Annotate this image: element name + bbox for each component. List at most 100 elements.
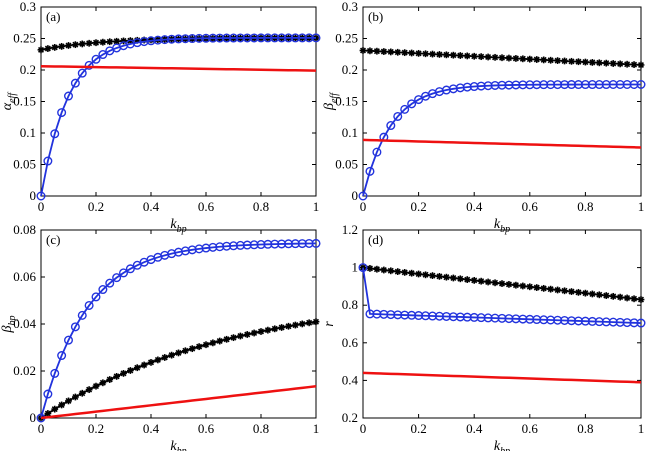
data-point-blue [167, 34, 177, 44]
data-point-blue [91, 54, 101, 64]
data-point-blue [201, 33, 211, 43]
data-point-black [264, 326, 272, 334]
y-tick-label: 0.25 [335, 31, 358, 46]
data-point-blue [235, 33, 245, 43]
data-point-black [305, 319, 313, 327]
data-point-blue [636, 318, 646, 328]
data-point-black [99, 38, 107, 46]
data-point-black [366, 47, 374, 55]
x-tick-label: 0.8 [577, 421, 593, 436]
data-point-black [195, 343, 203, 351]
data-point-black [65, 397, 72, 405]
data-point-blue [304, 33, 314, 43]
data-point-blue [400, 104, 410, 114]
data-point-blue [84, 300, 94, 310]
data-point-black [65, 42, 72, 49]
x-tick-label: 0.8 [253, 199, 269, 214]
series-black [37, 318, 320, 422]
x-tick-label: 0.6 [522, 421, 539, 436]
data-point-blue [277, 239, 287, 249]
data-point-black [147, 359, 155, 366]
series-line-red [40, 385, 317, 420]
panel-label: (c) [46, 232, 60, 247]
data-point-blue [358, 191, 368, 201]
data-point-black [366, 264, 374, 272]
data-point-black [291, 321, 299, 329]
data-point-blue [112, 273, 122, 283]
x-axis-label: kbp [494, 217, 510, 235]
data-point-blue [242, 33, 252, 43]
data-point-black [250, 329, 258, 337]
chart-panel-2: 0 0.2 0.4 0.6 0.8 1 0 0.02 0.04 0.06 0.08 (c) kbp βbp [0, 222, 321, 451]
y-tick-label: 0 [30, 188, 37, 203]
data-point-blue [70, 322, 80, 332]
x-tick-label: 0.4 [143, 199, 160, 214]
series-blue [358, 79, 646, 201]
data-point-blue [63, 91, 73, 101]
data-point-black [630, 61, 638, 68]
series-blue [36, 33, 321, 201]
x-tick-label: 0.6 [198, 199, 215, 214]
series-black [359, 47, 645, 69]
data-point-black [126, 367, 134, 374]
data-point-black [498, 54, 506, 62]
x-tick-label: 0 [38, 199, 45, 214]
data-point-black [373, 47, 381, 55]
x-tick-label: 0.8 [577, 199, 593, 214]
data-point-black [505, 280, 513, 288]
data-point-black [106, 376, 114, 383]
data-point-blue [180, 34, 190, 44]
y-axis-label: r [322, 321, 337, 327]
data-point-black [456, 52, 464, 59]
panel-label: (a) [46, 9, 60, 24]
data-point-black [92, 382, 100, 390]
data-point-black [175, 349, 182, 357]
data-point-blue [43, 389, 53, 399]
data-point-black [71, 41, 79, 49]
data-point-black [436, 51, 443, 58]
x-tick-label: 1 [313, 421, 320, 436]
x-tick-label: 0 [38, 421, 45, 436]
data-point-black [568, 57, 575, 65]
series-line-black [40, 320, 317, 419]
chart-panel-3: 00.20.40.60.810.20.40.60.811.2(d)kbpr [322, 222, 646, 451]
x-tick-label: 1 [313, 199, 320, 214]
axes-box [362, 6, 642, 197]
data-point-blue [249, 33, 259, 43]
series-red [362, 138, 642, 149]
data-point-blue [125, 264, 135, 274]
data-point-black [230, 334, 237, 342]
series-line-blue [362, 267, 642, 324]
x-tick-label: 0.8 [253, 421, 269, 436]
x-axis-label: kbp [494, 439, 510, 451]
data-point-blue [118, 268, 128, 278]
data-point-black [181, 347, 189, 355]
data-point-blue [297, 33, 307, 43]
data-point-black [602, 292, 610, 299]
data-point-blue [284, 239, 294, 249]
series-red [40, 64, 317, 72]
data-point-black [616, 60, 624, 68]
y-tick-label: 0.8 [342, 297, 358, 312]
data-point-blue [365, 166, 375, 176]
y-tick-label: 0.15 [13, 94, 36, 109]
y-tick-label: 0.05 [13, 157, 36, 172]
x-tick-label: 0 [360, 421, 367, 436]
y-tick-label: 0.1 [20, 125, 36, 140]
data-point-blue [235, 240, 245, 250]
y-axis-label: βeff [322, 92, 340, 111]
data-point-black [188, 345, 196, 353]
data-point-black [51, 44, 59, 51]
data-point-black [491, 279, 499, 287]
data-point-black [456, 275, 464, 283]
data-point-black [540, 284, 548, 292]
data-point-black [609, 292, 617, 300]
data-point-blue [358, 263, 368, 273]
data-point-black [595, 291, 603, 299]
data-point-black [298, 320, 306, 328]
chart-panel-0: 0 0.2 0.4 0.6 0.8 1 0 0.05 0.1 0.15 0.2 0.25 0.3 (a) k… [0, 0, 321, 235]
data-point-blue [277, 33, 287, 43]
data-point-black [37, 46, 45, 54]
data-point-black [387, 48, 395, 56]
